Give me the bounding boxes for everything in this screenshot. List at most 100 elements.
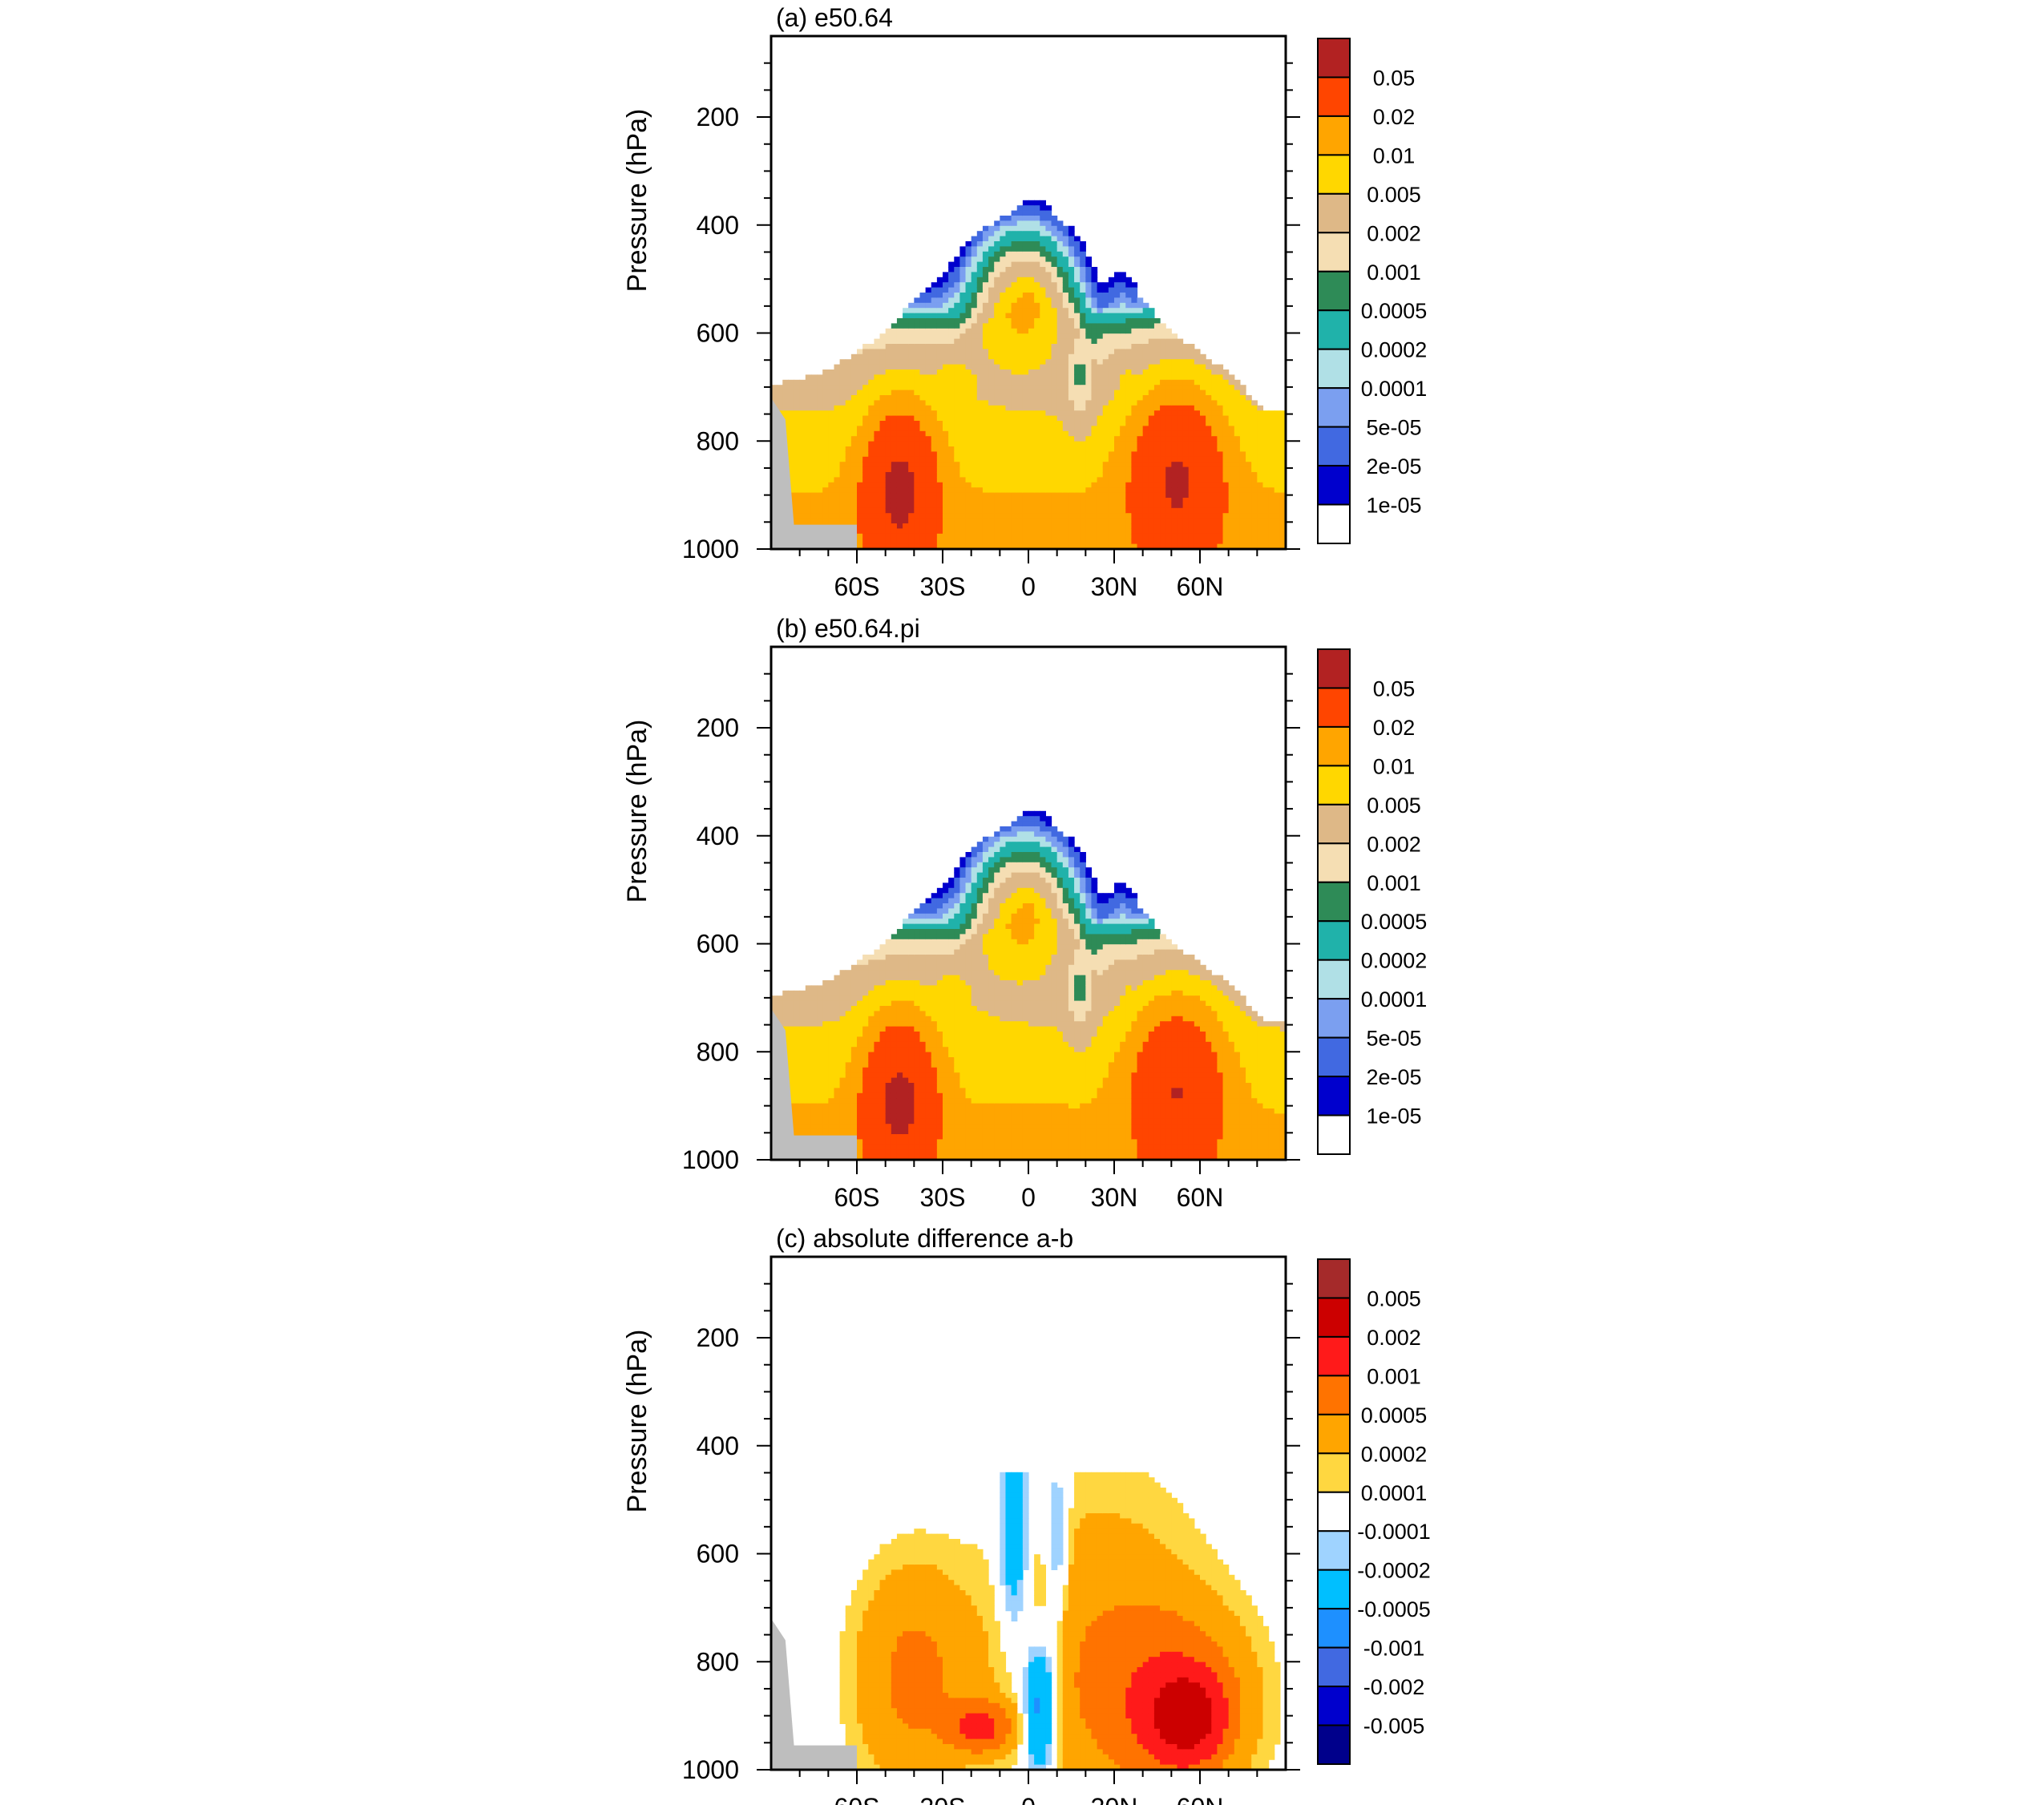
contour-cell <box>788 487 795 494</box>
contour-cell <box>1022 241 1029 247</box>
contour-cell <box>845 1006 852 1012</box>
contour-cell <box>1206 374 1212 381</box>
contour-cell <box>914 390 921 396</box>
contour-cell <box>834 456 841 462</box>
contour-cell <box>857 1108 863 1114</box>
contour-cell <box>1262 415 1270 422</box>
contour-cell <box>874 390 881 396</box>
contour-cell <box>862 1011 869 1017</box>
contour-cell <box>1165 390 1172 396</box>
contour-cell <box>948 277 955 283</box>
contour-cell <box>908 523 915 529</box>
contour-cell <box>988 466 995 473</box>
contour-cell <box>1177 374 1184 381</box>
contour-cell <box>1206 421 1212 426</box>
contour-cell <box>1125 487 1132 494</box>
contour-cell <box>874 466 881 473</box>
contour-cell <box>1160 503 1166 509</box>
contour-cell <box>1257 487 1264 494</box>
contour-cell <box>1165 513 1172 519</box>
contour-cell <box>1016 287 1024 293</box>
contour-cell <box>1200 518 1206 524</box>
contour-cell <box>799 1062 806 1068</box>
contour-cell <box>1188 472 1195 478</box>
contour-cell <box>1062 272 1069 278</box>
contour-cell <box>822 477 829 483</box>
contour-cell <box>1222 410 1230 417</box>
contour-cell <box>1125 313 1132 319</box>
contour-cell <box>1222 543 1230 549</box>
contour-cell <box>1045 441 1052 447</box>
contour-cell <box>1056 472 1064 478</box>
contour-cell <box>1051 395 1058 401</box>
contour-cell <box>845 1000 852 1007</box>
contour-cell <box>1239 446 1246 452</box>
contour-cell <box>1022 379 1029 386</box>
contour-cell <box>868 503 875 509</box>
contour-cell <box>943 287 949 293</box>
contour-cell <box>1045 390 1052 396</box>
contour-cell <box>1200 507 1206 514</box>
contour-cell <box>1171 338 1178 345</box>
contour-cell <box>1051 231 1058 237</box>
contour-cell <box>965 487 972 494</box>
contour-cell <box>839 430 846 437</box>
contour-cell <box>1074 297 1081 304</box>
contour-cell <box>822 1032 829 1037</box>
contour-cell <box>908 410 915 417</box>
contour-cell <box>936 446 943 452</box>
contour-cell <box>857 1072 863 1079</box>
contour-cell <box>1034 200 1040 206</box>
contour-cell <box>1206 436 1212 442</box>
contour-cell <box>971 302 978 309</box>
contour-cell <box>931 313 938 319</box>
contour-cell <box>971 272 978 278</box>
contour-cell <box>936 466 943 473</box>
contour-cell <box>1022 251 1029 257</box>
contour-cell <box>862 410 869 417</box>
contour-cell <box>1108 523 1115 529</box>
contour-cell <box>1137 492 1144 499</box>
contour-cell <box>1246 456 1252 462</box>
contour-cell <box>896 338 903 345</box>
contour-cell <box>810 1041 818 1048</box>
contour-cell <box>1251 503 1258 509</box>
contour-cell <box>971 456 978 462</box>
contour-cell <box>976 313 984 319</box>
contour-cell <box>1000 353 1007 360</box>
contour-cell <box>1108 338 1115 345</box>
contour-cell <box>1091 543 1098 549</box>
contour-cell <box>1114 297 1121 304</box>
contour-cell <box>799 1067 806 1073</box>
contour-cell <box>1142 313 1149 319</box>
contour-cell <box>1011 518 1018 524</box>
contour-cell <box>874 528 881 535</box>
contour-cell <box>1211 390 1218 396</box>
contour-cell <box>1262 503 1270 509</box>
contour-cell <box>936 349 943 355</box>
contour-cell <box>988 308 995 314</box>
contour-cell <box>1206 426 1212 432</box>
contour-cell <box>1165 528 1172 535</box>
contour-cell <box>799 995 806 1002</box>
contour-cell <box>794 1092 801 1099</box>
contour-cell <box>1045 225 1052 232</box>
contour-cell <box>948 503 955 509</box>
colorbar-swatch <box>1317 270 1351 312</box>
contour-cell <box>828 513 835 519</box>
contour-cell <box>1056 385 1064 391</box>
contour-cell <box>1068 379 1075 386</box>
contour-cell <box>1051 308 1058 314</box>
contour-cell <box>1000 462 1007 468</box>
contour-cell <box>850 1032 858 1037</box>
contour-cell <box>994 477 1000 483</box>
contour-cell <box>839 518 846 524</box>
contour-cell <box>817 385 823 391</box>
contour-cell <box>828 379 835 386</box>
contour-cell <box>845 1021 852 1028</box>
contour-cell <box>794 1124 801 1130</box>
contour-cell <box>1022 349 1029 355</box>
contour-cell <box>903 503 909 509</box>
contour-cell <box>1028 528 1035 535</box>
contour-cell <box>810 415 818 422</box>
